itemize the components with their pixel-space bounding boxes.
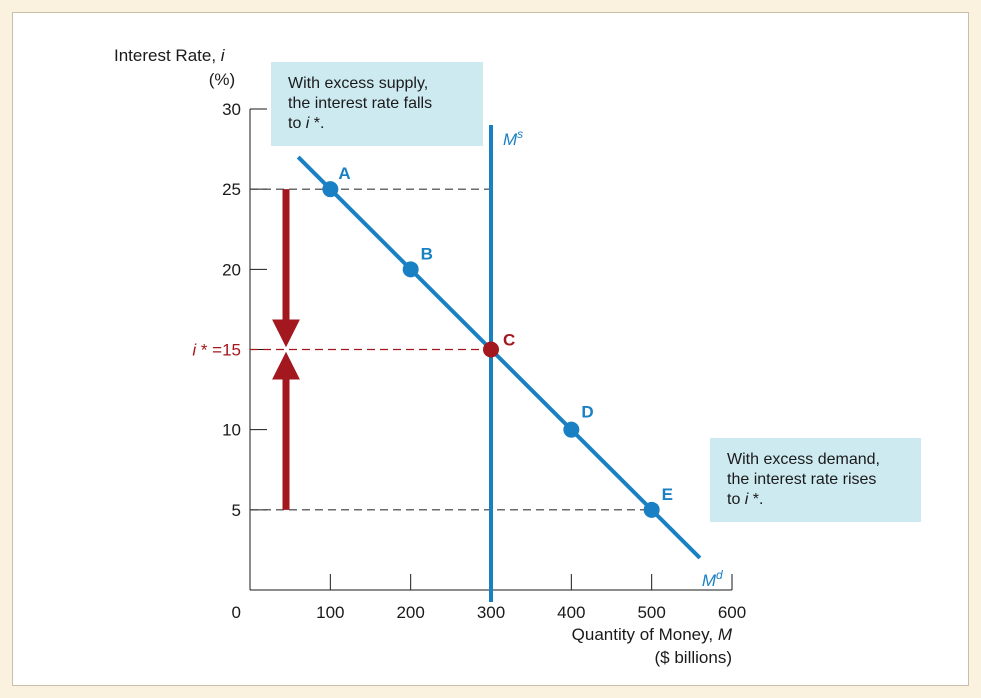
note-line: the interest rate falls bbox=[288, 95, 432, 112]
note-line: to i *. bbox=[727, 491, 763, 508]
point-label-E: E bbox=[662, 485, 673, 504]
point-B bbox=[402, 261, 419, 278]
note-box-1 bbox=[271, 62, 483, 146]
x-tick-label: 600 bbox=[718, 603, 746, 622]
money-supply-label: Ms bbox=[503, 127, 523, 149]
y-axis-unit: (%) bbox=[209, 70, 235, 89]
note-line: to i *. bbox=[288, 115, 324, 132]
x-tick-label: 100 bbox=[316, 603, 344, 622]
point-D bbox=[563, 421, 580, 438]
figure-frame: With excess supply, the interest rate fal… bbox=[12, 12, 969, 686]
point-C bbox=[483, 341, 499, 358]
equilibrium-tick-label: i * =15 bbox=[192, 341, 241, 360]
money-demand-line bbox=[296, 155, 702, 560]
x-tick-label: 300 bbox=[477, 603, 505, 622]
point-E bbox=[643, 501, 660, 518]
y-tick-label: 25 bbox=[222, 180, 241, 199]
point-label-B: B bbox=[421, 244, 433, 263]
money-demand-label: Md bbox=[702, 568, 723, 590]
point-label-D: D bbox=[581, 403, 593, 422]
y-tick-label: 20 bbox=[222, 260, 241, 279]
x-axis-unit: ($ billions) bbox=[655, 648, 732, 667]
point-label-C: C bbox=[503, 331, 515, 350]
x-tick-label: 500 bbox=[637, 603, 665, 622]
note-line: With excess demand, bbox=[727, 451, 880, 468]
point-A bbox=[322, 181, 339, 198]
note-line: the interest rate rises bbox=[727, 471, 876, 488]
y-tick-label: 30 bbox=[222, 100, 241, 119]
y-tick-label: 5 bbox=[232, 501, 241, 520]
x-tick-label: 200 bbox=[396, 603, 424, 622]
note-box-2 bbox=[710, 438, 921, 522]
y-axis-label: Interest Rate, i bbox=[114, 46, 226, 65]
note-line: With excess supply, bbox=[288, 75, 428, 92]
x-tick-label: 400 bbox=[557, 603, 585, 622]
money-market-chart: With excess supply, the interest rate fal… bbox=[114, 46, 921, 667]
y-tick-label: 10 bbox=[222, 421, 241, 440]
x-axis-label: Quantity of Money, M bbox=[572, 625, 733, 644]
point-label-A: A bbox=[338, 164, 350, 183]
origin-label: 0 bbox=[232, 603, 241, 622]
